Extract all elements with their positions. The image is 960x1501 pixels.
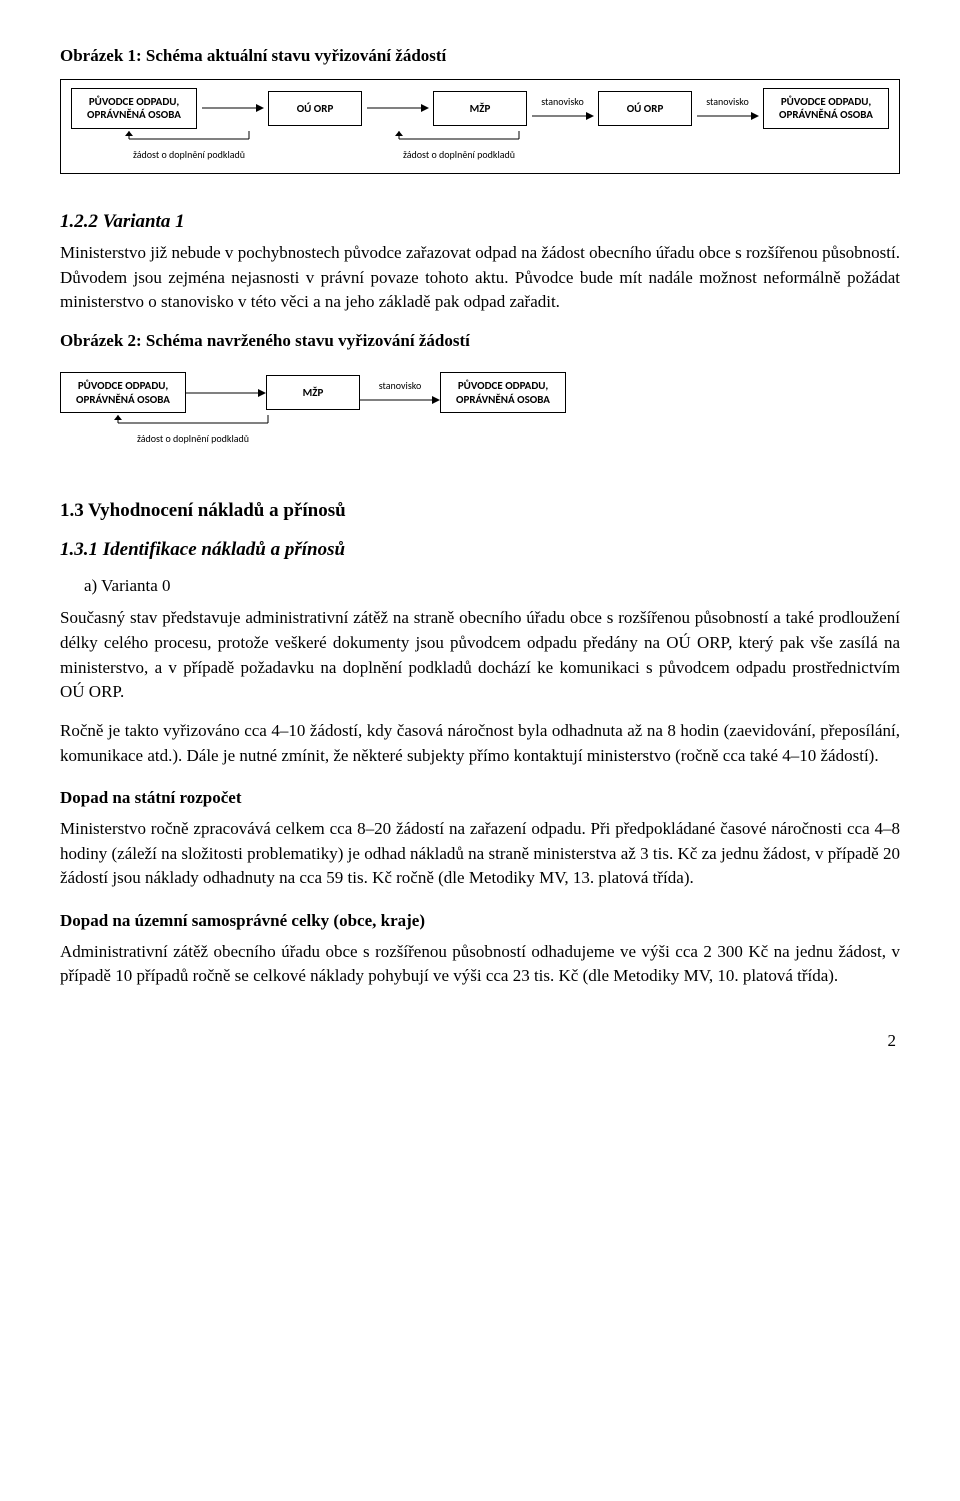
fig1-arrow-4: stanovisko [692, 95, 763, 123]
fig2-node-origin: PŮVODCE ODPADU, OPRÁVNĚNÁ OSOBA [60, 372, 186, 414]
fig1-arrow-2 [362, 102, 433, 114]
fig1-feedback-1-label: žádost o doplnění podkladů [133, 148, 245, 163]
fig2-feedback: žádost o doplnění podkladů [108, 415, 278, 447]
fig1-node-mzp: MŽP [433, 91, 527, 127]
fig1-edge-label-stanovisko1: stanovisko [541, 95, 584, 110]
fig1-arrow-3: stanovisko [527, 95, 598, 123]
fig2-node-dest-l2: OPRÁVNĚNÁ OSOBA [456, 393, 550, 406]
fig1-feedback-1: žádost o doplnění podkladů [119, 131, 259, 163]
page-number: 2 [60, 1029, 900, 1054]
fig1-feedback-2: žádost o doplnění podkladů [389, 131, 529, 163]
fig2-feedback-label: žádost o doplnění podkladů [137, 432, 249, 447]
fig1-node-origin: PŮVODCE ODPADU, OPRÁVNĚNÁ OSOBA [71, 88, 197, 130]
figure2-title: Obrázek 2: Schéma navrženého stavu vyřiz… [60, 329, 900, 354]
figure2-diagram: PŮVODCE ODPADU, OPRÁVNĚNÁ OSOBA MŽP stan… [60, 364, 900, 457]
fig2-node-mzp: MŽP [266, 375, 360, 411]
fig2-node-dest-l1: PŮVODCE ODPADU, [458, 379, 548, 392]
fig2-arrow-2: stanovisko [360, 379, 440, 407]
para-13-3: Ministerstvo ročně zpracovává celkem cca… [60, 817, 900, 891]
heading-131: 1.3.1 Identifikace nákladů a přínosů [60, 536, 900, 564]
fig2-edge-label-stanovisko: stanovisko [379, 379, 422, 394]
fig1-node-ouorp1: OÚ ORP [268, 91, 362, 127]
fig2-node-dest: PŮVODCE ODPADU, OPRÁVNĚNÁ OSOBA [440, 372, 566, 414]
list-item-a: a) Varianta 0 [84, 574, 900, 599]
fig1-arrow-1 [197, 102, 268, 114]
fig1-node-dest: PŮVODCE ODPADU, OPRÁVNĚNÁ OSOBA [763, 88, 889, 130]
fig2-arrow-1 [186, 387, 266, 399]
fig2-node-origin-l2: OPRÁVNĚNÁ OSOBA [76, 393, 170, 406]
fig1-edge-label-stanovisko2: stanovisko [706, 95, 749, 110]
fig2-node-origin-l1: PŮVODCE ODPADU, [78, 379, 168, 392]
heading-local: Dopad na územní samosprávné celky (obce,… [60, 909, 900, 934]
heading-122: 1.2.2 Varianta 1 [60, 208, 900, 236]
fig1-node-origin-l1: PŮVODCE ODPADU, [89, 95, 179, 108]
fig1-node-dest-l2: OPRÁVNĚNÁ OSOBA [779, 108, 873, 121]
fig1-node-ouorp2: OÚ ORP [598, 91, 692, 127]
para-13-2: Ročně je takto vyřizováno cca 4–10 žádos… [60, 719, 900, 768]
fig1-feedback-2-label: žádost o doplnění podkladů [403, 148, 515, 163]
para-13-4: Administrativní zátěž obecního úřadu obc… [60, 940, 900, 989]
heading-13: 1.3 Vyhodnocení nákladů a přínosů [60, 497, 900, 525]
para-122: Ministerstvo již nebude v pochybnostech … [60, 241, 900, 315]
figure1-diagram: PŮVODCE ODPADU, OPRÁVNĚNÁ OSOBA OÚ ORP M… [60, 79, 900, 174]
figure1-title: Obrázek 1: Schéma aktuální stavu vyřizov… [60, 44, 900, 69]
fig1-node-dest-l1: PŮVODCE ODPADU, [781, 95, 871, 108]
fig1-node-origin-l2: OPRÁVNĚNÁ OSOBA [87, 108, 181, 121]
para-13-1: Současný stav představuje administrativn… [60, 606, 900, 705]
heading-budget: Dopad na státní rozpočet [60, 786, 900, 811]
